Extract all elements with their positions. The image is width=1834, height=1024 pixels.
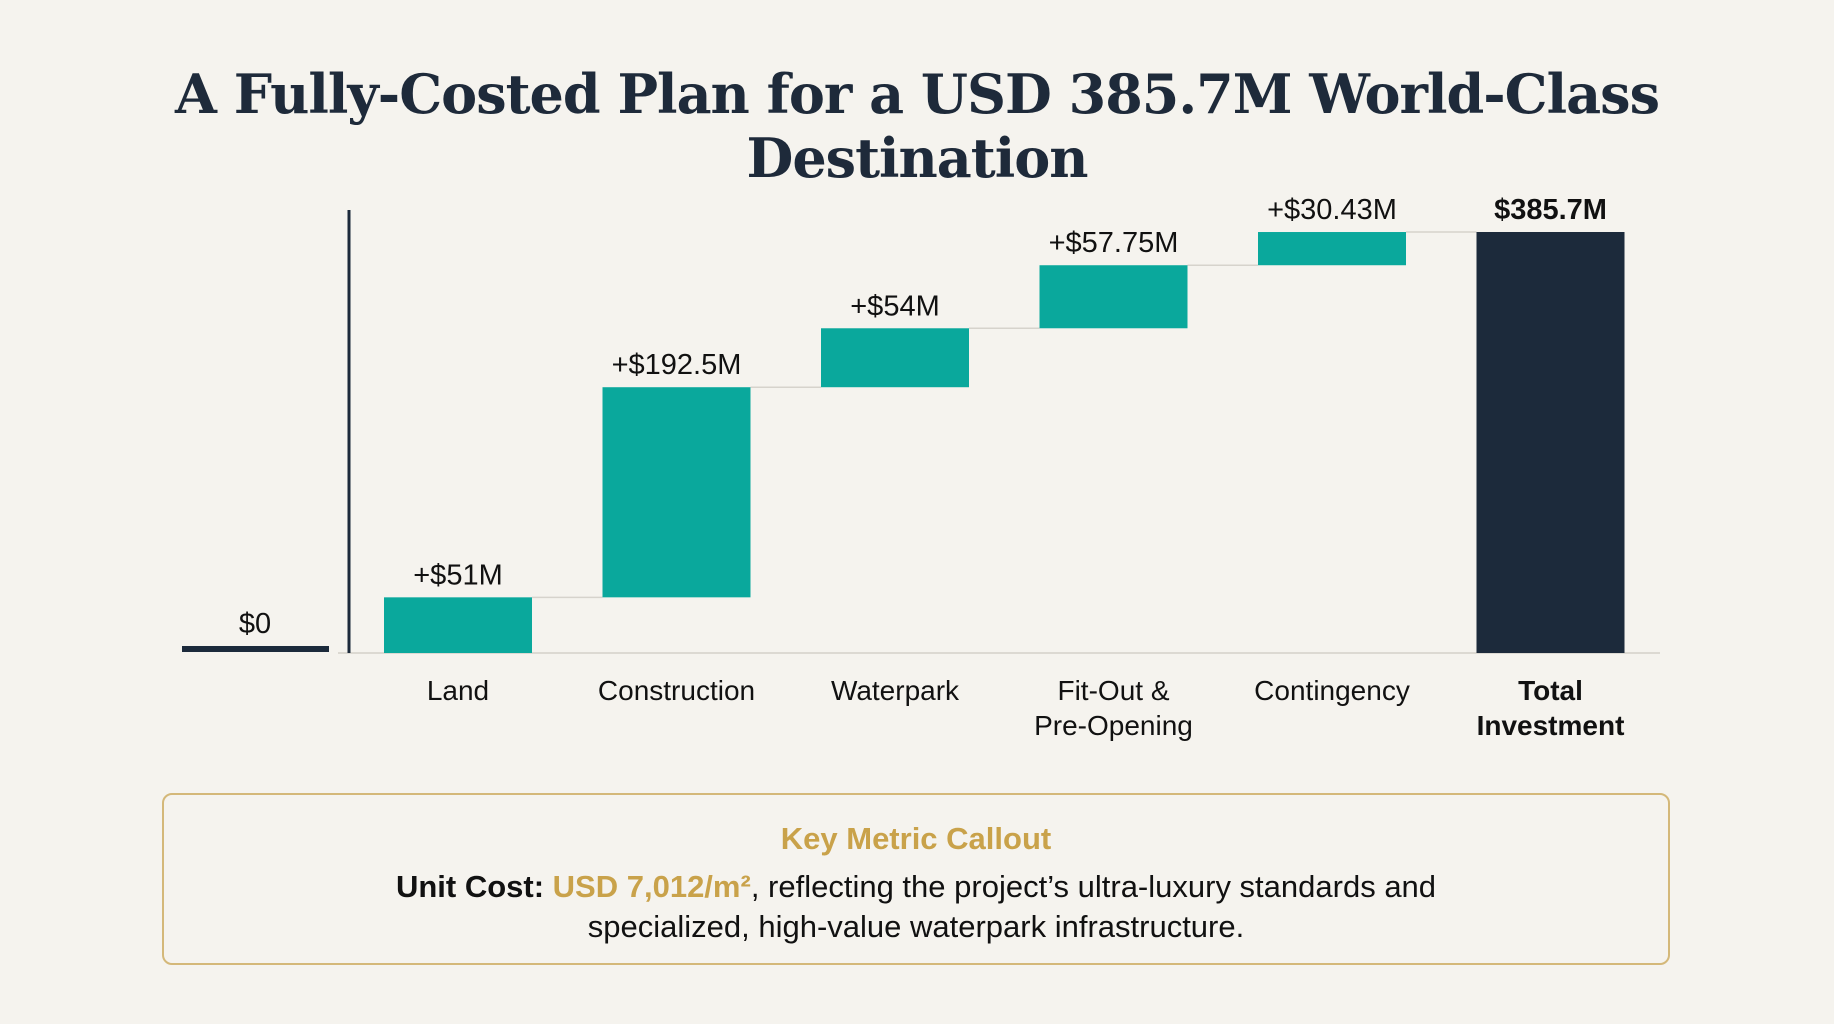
data-label: +$54M	[850, 290, 939, 322]
unit-cost-value: USD 7,012/m²	[552, 869, 751, 904]
category-label: Fit-Out &	[1057, 675, 1169, 706]
waterfall-chart: $0 +$51M Land +$192.5M Construction +$54M Wate…	[182, 194, 1660, 741]
category-label: Pre-Opening	[1034, 710, 1193, 741]
start-label: $0	[239, 608, 271, 640]
start-bar	[182, 646, 329, 652]
bar-construction	[602, 387, 751, 598]
category-label: Investment	[1477, 710, 1625, 741]
bar-total-investment	[1476, 232, 1625, 653]
page-title: A Fully-Costed Plan for a USD 385.7M Wor…	[175, 62, 1660, 190]
data-label: $385.7M	[1494, 194, 1607, 226]
category-label: Land	[427, 675, 489, 706]
callout-body: Unit Cost: USD 7,012/m², reflecting the …	[316, 867, 1516, 947]
bar-fit-out-pre-opening	[1039, 265, 1188, 329]
unit-cost-description: , reflecting the project’s ultra-luxury …	[587, 869, 1437, 944]
unit-cost-label: Unit Cost:	[395, 869, 545, 904]
bar-waterpark	[821, 328, 969, 388]
data-label: +$30.43M	[1267, 194, 1397, 226]
bar-land	[384, 597, 532, 653]
category-label: Construction	[598, 675, 755, 706]
category-label: Total	[1518, 675, 1583, 706]
bar-contingency	[1258, 232, 1406, 266]
key-metric-callout: Key Metric Callout Unit Cost: USD 7,012/…	[162, 793, 1670, 965]
category-label: Waterpark	[831, 675, 960, 706]
data-label: +$51M	[413, 559, 502, 591]
category-label: Contingency	[1254, 675, 1410, 706]
data-label: +$192.5M	[612, 349, 742, 381]
data-label: +$57.75M	[1049, 227, 1179, 259]
callout-heading: Key Metric Callout	[780, 821, 1052, 856]
